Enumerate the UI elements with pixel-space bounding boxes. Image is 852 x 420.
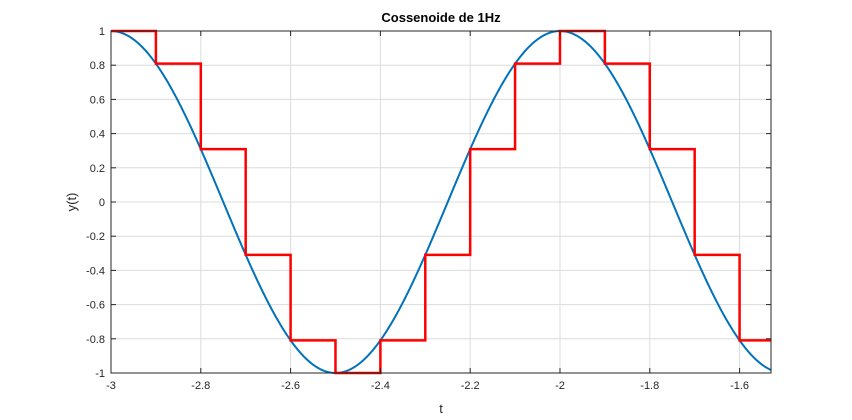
y-tick-label-2: -0.6 [86, 300, 105, 312]
series-cosine-line [110, 29, 772, 375]
y-tick-label-1: -0.8 [86, 334, 105, 346]
series-stairs-line [111, 29, 771, 375]
x-tick-label-7: -1.6 [730, 380, 749, 392]
y-axis-label: y(t) [64, 193, 79, 212]
x-tick-label-4: -2.2 [461, 380, 480, 392]
y-tick-label-9: 0.8 [90, 60, 105, 72]
x-axis-label: t [439, 401, 443, 416]
x-tick-label-0: -3 [106, 380, 116, 392]
y-tick-label-4: -0.2 [86, 231, 105, 243]
y-tick-label-3: -0.4 [86, 265, 105, 277]
series-layer [110, 29, 772, 375]
x-tick-label-5: -2 [555, 380, 565, 392]
x-tick-label-3: -2.4 [371, 380, 390, 392]
y-tick-label-5: 0 [99, 197, 105, 209]
x-tick-label-6: -1.8 [640, 380, 659, 392]
chart-title: Cossenoide de 1Hz [381, 10, 501, 25]
x-tick-label-2: -2.6 [281, 380, 300, 392]
y-tick-label-0: -1 [95, 368, 105, 380]
y-tick-label-10: 1 [99, 26, 105, 38]
y-tick-label-7: 0.4 [90, 129, 105, 141]
y-tick-label-6: 0.2 [90, 163, 105, 175]
y-tick-label-8: 0.6 [90, 94, 105, 106]
ticks: -3 -2.8 -2.6 -2.4 -2.2 -2 -1.8 -1.6 -1 -0.8 -0.6 -0… [86, 26, 771, 392]
x-tick-label-1: -2.8 [191, 380, 210, 392]
